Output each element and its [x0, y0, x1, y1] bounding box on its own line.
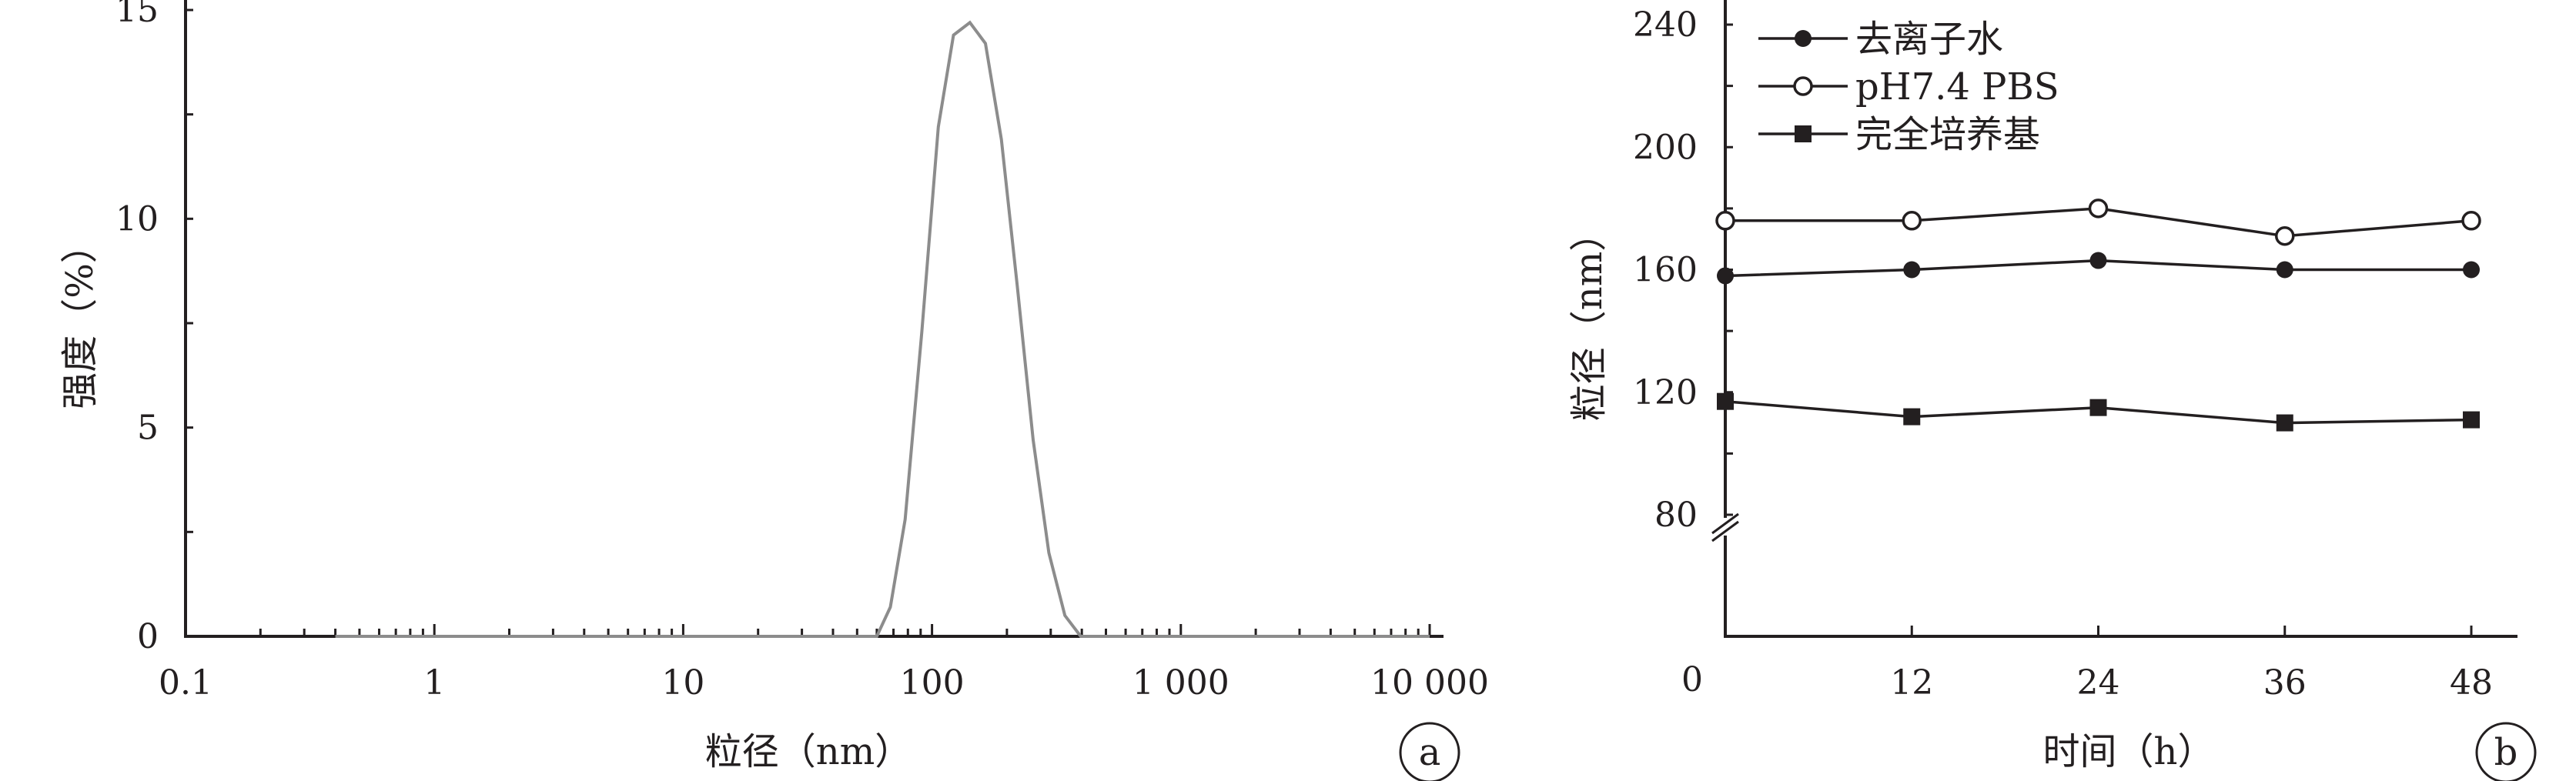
legend-entry: pH7.4 PBS — [1758, 65, 2059, 108]
x-tick-label: 10 — [661, 663, 704, 703]
panel-b-y-axis-title: 粒径（nm） — [1567, 215, 1611, 421]
panel-b-ticks — [1725, 23, 2473, 636]
filled-circle-marker — [2276, 261, 2293, 279]
x-tick-label: 100 — [900, 663, 965, 703]
open-circle-marker — [2088, 199, 2109, 219]
panel-a-y-axis-title: 强度（%） — [59, 226, 102, 409]
x-tick-label: 0 — [1681, 660, 1703, 699]
x-tick-label: 1 000 — [1132, 663, 1229, 703]
x-tick-label: 12 — [1890, 663, 1933, 703]
panel-a-x-tick-labels: 0.1 1 10 100 1 000 10 000 — [159, 663, 1489, 703]
x-tick-label: 0.1 — [159, 663, 212, 703]
y-tick-label: 240 — [1633, 5, 1698, 45]
square-marker — [2463, 411, 2480, 429]
open-circle-marker — [1793, 76, 1813, 96]
x-tick-label: 1 — [423, 663, 445, 703]
filled-circle-marker — [1795, 30, 1812, 47]
square-marker — [1903, 408, 1921, 426]
axis-break-mark-2 — [1711, 520, 1739, 542]
x-tick-label: 48 — [2450, 663, 2493, 703]
panel-a-distribution-line — [335, 20, 1430, 638]
y-tick-label: 80 — [1654, 496, 1698, 535]
y-tick-label: 200 — [1633, 128, 1698, 167]
panel-a-chart: 0.1 1 10 100 1 000 10 000 0 5 10 15 粒径（nm） 强度（%）… — [59, 0, 1489, 781]
x-tick-label: 10 000 — [1370, 663, 1489, 703]
legend-entry: 完全培养基 — [1758, 113, 2040, 156]
y-tick-label: 120 — [1633, 373, 1698, 412]
legend-label: 完全培养基 — [1855, 113, 2040, 156]
open-circle-marker — [1902, 211, 1922, 231]
square-marker — [1795, 125, 1812, 142]
legend-entry: 去离子水 — [1758, 18, 2003, 61]
panel-b-y-tick-labels: 80 120 160 200 240 — [1633, 5, 1698, 535]
panel-a-label: a — [1419, 731, 1441, 774]
x-tick-label: 36 — [2263, 663, 2307, 703]
square-marker — [2089, 399, 2107, 416]
series-3 — [1717, 392, 2480, 432]
panel-a-ticks — [184, 8, 1431, 638]
legend-label: 去离子水 — [1855, 18, 2003, 61]
panel-b-label-circle — [2475, 722, 2537, 781]
square-marker — [1717, 392, 1734, 410]
panel-b-x-axis-title: 时间（h） — [2043, 730, 2215, 773]
panel-b-x-tick-labels: 0 12 24 36 48 — [1681, 660, 2493, 703]
panel-b-series — [1715, 199, 2481, 432]
y-tick-label: 5 — [137, 409, 159, 448]
open-circle-marker — [1715, 211, 1735, 231]
y-tick-label: 0 — [137, 617, 159, 656]
y-tick-label: 15 — [115, 0, 159, 30]
y-tick-label: 160 — [1633, 251, 1698, 290]
x-tick-label: 24 — [2077, 663, 2120, 703]
series-2 — [1715, 199, 2481, 246]
open-circle-marker — [2275, 225, 2295, 246]
filled-circle-marker — [1717, 267, 1734, 285]
panel-a-y-tick-labels: 0 5 10 15 — [115, 0, 159, 656]
series-1 — [1717, 252, 2480, 285]
panel-a-label-circle — [1399, 722, 1460, 781]
legend-label: pH7.4 PBS — [1855, 65, 2059, 108]
axis-break-mark-1 — [1711, 512, 1739, 535]
open-circle-marker — [2461, 211, 2481, 231]
filled-circle-marker — [2463, 261, 2480, 279]
filled-circle-marker — [2089, 252, 2107, 269]
y-tick-label: 10 — [115, 199, 159, 239]
filled-circle-marker — [1903, 261, 1921, 279]
square-marker — [2276, 414, 2293, 432]
panel-b-label: b — [2494, 731, 2518, 774]
panel-a-x-axis-title: 粒径（nm） — [705, 730, 912, 773]
